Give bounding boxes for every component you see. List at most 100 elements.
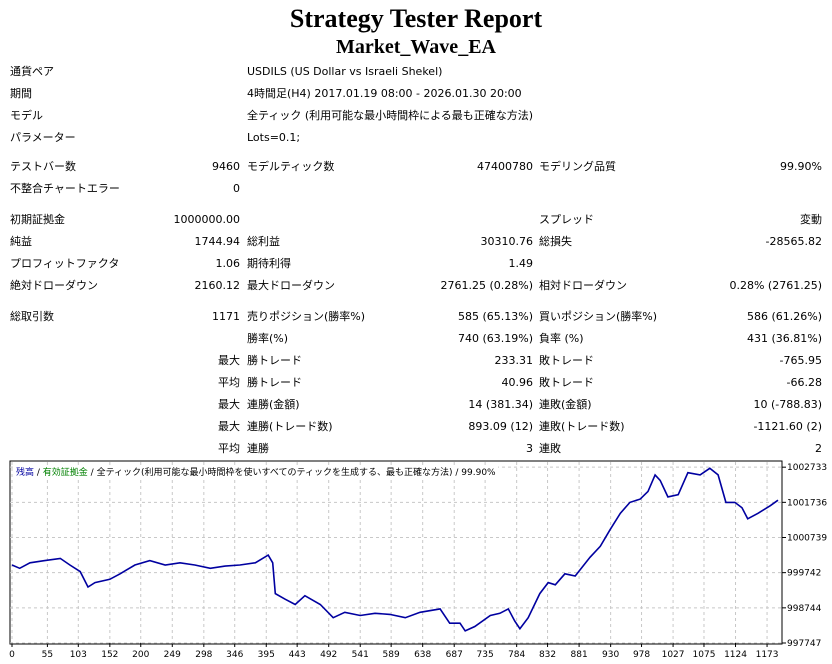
stat-label: 不整合チャートエラー bbox=[10, 182, 120, 195]
stat-label: 連敗 bbox=[539, 442, 561, 455]
stat-value: -1121.60 (2) bbox=[753, 420, 822, 433]
stat-value: 最大 bbox=[218, 354, 240, 367]
stat-label: モデリング品質 bbox=[539, 160, 616, 173]
info-row-parameters: パラメーター Lots=0.1; bbox=[0, 129, 832, 147]
stat-value: 30310.76 bbox=[480, 235, 534, 248]
stats-row: 平均 連勝 3 連敗 2 bbox=[0, 440, 832, 458]
x-tick-label: 1027 bbox=[662, 650, 685, 660]
stat-label: 総利益 bbox=[247, 235, 280, 248]
info-value: 全ティック (利用可能な最小時間枠による最も正確な方法) bbox=[247, 109, 534, 122]
stat-value: -765.95 bbox=[779, 354, 822, 367]
stat-value: 3 bbox=[526, 442, 533, 455]
x-tick-label: 395 bbox=[258, 650, 275, 660]
stats-row: 絶対ドローダウン 2160.12 最大ドローダウン 2761.25 (0.28%) 相対… bbox=[0, 277, 832, 295]
stat-value: 1.06 bbox=[215, 257, 241, 270]
stat-label: 連勝(トレード数) bbox=[247, 420, 333, 433]
stat-label: 総取引数 bbox=[10, 310, 54, 323]
stats-row: テストバー数 9460 モデルティック数 47400780 モデリング品質 99.90% bbox=[0, 158, 832, 176]
stat-label: 敗トレード bbox=[539, 354, 594, 367]
x-tick-label: 1124 bbox=[724, 650, 747, 660]
stat-label: プロフィットファクタ bbox=[10, 257, 120, 270]
stat-value: 1744.94 bbox=[194, 235, 241, 248]
info-row-period: 期間 4時間足(H4) 2017.01.19 08:00 - 2026.01.30… bbox=[0, 85, 832, 103]
stat-label: 売りポジション(勝率%) bbox=[247, 310, 366, 323]
stat-value: 平均 bbox=[218, 376, 240, 389]
stat-value: 最大 bbox=[218, 398, 240, 411]
stat-value: 2761.25 (0.28%) bbox=[440, 279, 533, 292]
x-tick-label: 249 bbox=[164, 650, 181, 660]
legend-quality: 99.90% bbox=[461, 468, 496, 478]
stats-row: 純益 1744.94 総利益 30310.76 総損失 -28565.82 bbox=[0, 233, 832, 251]
stat-label: 勝率(%) bbox=[247, 332, 289, 345]
stat-value: 2160.12 bbox=[194, 279, 241, 292]
stat-value: 2 bbox=[815, 442, 822, 455]
info-label: モデル bbox=[10, 109, 43, 122]
stat-label: スプレッド bbox=[539, 213, 594, 226]
stat-value: 893.09 (12) bbox=[468, 420, 533, 433]
x-tick-label: 55 bbox=[42, 650, 53, 660]
stat-value: 最大 bbox=[218, 420, 240, 433]
stat-value: 585 (65.13%) bbox=[457, 310, 533, 323]
stat-label: 連敗(金額) bbox=[539, 398, 592, 411]
y-tick-label: 998744 bbox=[787, 604, 822, 614]
chart-legend: 残高 / 有効証拠金 / 全ティック(利用可能な最小時間枠を使いすべてのティック… bbox=[14, 465, 498, 478]
x-tick-label: 589 bbox=[383, 650, 400, 660]
stat-label: 期待利得 bbox=[247, 257, 291, 270]
legend-separator: / bbox=[452, 468, 462, 478]
stat-value: 10 (-788.83) bbox=[753, 398, 822, 411]
x-tick-label: 443 bbox=[289, 650, 306, 660]
x-tick-label: 152 bbox=[101, 650, 118, 660]
stat-value: -28565.82 bbox=[765, 235, 822, 248]
x-tick-label: 978 bbox=[633, 650, 650, 660]
stat-value: 1171 bbox=[212, 310, 240, 323]
x-tick-label: 298 bbox=[195, 650, 212, 660]
info-row-symbol: 通貨ペア USDILS (US Dollar vs Israeli Shekel) bbox=[0, 63, 832, 81]
stat-value: 0.28% (2761.25) bbox=[729, 279, 822, 292]
stat-value: 40.96 bbox=[501, 376, 534, 389]
stat-value: 平均 bbox=[218, 442, 240, 455]
stat-value: 1.49 bbox=[508, 257, 534, 270]
stat-label: 純益 bbox=[10, 235, 32, 248]
stat-label: 買いポジション(勝率%) bbox=[539, 310, 658, 323]
legend-equity: 有効証拠金 bbox=[42, 468, 88, 478]
x-tick-label: 1075 bbox=[693, 650, 716, 660]
stat-value: 9460 bbox=[212, 160, 240, 173]
legend-balance: 残高 bbox=[16, 468, 35, 478]
stats-row: プロフィットファクタ 1.06 期待利得 1.49 bbox=[0, 255, 832, 273]
stat-label: 連敗(トレード数) bbox=[539, 420, 625, 433]
info-row-model: モデル 全ティック (利用可能な最小時間枠による最も正確な方法) bbox=[0, 107, 832, 125]
stat-label: 絶対ドローダウン bbox=[10, 279, 98, 292]
stat-value: 1000000.00 bbox=[173, 213, 240, 226]
x-tick-label: 1173 bbox=[756, 650, 779, 660]
x-tick-label: 0 bbox=[9, 650, 15, 660]
stat-value: 99.90% bbox=[780, 160, 822, 173]
stat-value: 586 (61.26%) bbox=[746, 310, 822, 323]
legend-separator: / bbox=[87, 468, 97, 478]
stat-label: モデルティック数 bbox=[247, 160, 335, 173]
info-label: パラメーター bbox=[10, 131, 76, 144]
expert-name: Market_Wave_EA bbox=[336, 36, 496, 58]
stat-label: 勝トレード bbox=[247, 376, 302, 389]
x-tick-label: 832 bbox=[539, 650, 556, 660]
info-value: Lots=0.1; bbox=[247, 131, 301, 144]
stat-value: 431 (36.81%) bbox=[746, 332, 822, 345]
stats-row: 平均 勝トレード 40.96 敗トレード -66.28 bbox=[0, 374, 832, 392]
stat-label: 初期証拠金 bbox=[10, 213, 65, 226]
stat-value: 740 (63.19%) bbox=[457, 332, 533, 345]
stat-label: 勝トレード bbox=[247, 354, 302, 367]
stat-label: 連勝(金額) bbox=[247, 398, 300, 411]
x-tick-label: 638 bbox=[414, 650, 431, 660]
legend-separator: / bbox=[34, 468, 43, 478]
stat-label: 敗トレード bbox=[539, 376, 594, 389]
x-tick-label: 541 bbox=[352, 650, 369, 660]
y-tick-label: 1001736 bbox=[787, 498, 827, 508]
stat-value: 0 bbox=[233, 182, 240, 195]
stat-label: 最大ドローダウン bbox=[247, 279, 335, 292]
y-tick-label: 1002733 bbox=[787, 463, 827, 473]
stats-row: 総取引数 1171 売りポジション(勝率%) 585 (65.13%) 買いポジション(… bbox=[0, 308, 832, 326]
y-tick-label: 997747 bbox=[787, 639, 821, 649]
stats-row: 最大 連勝(トレード数) 893.09 (12) 連敗(トレード数) -1121.60 … bbox=[0, 418, 832, 436]
stat-value: 47400780 bbox=[477, 160, 533, 173]
y-tick-label: 999742 bbox=[787, 569, 821, 579]
info-label: 期間 bbox=[10, 87, 32, 100]
